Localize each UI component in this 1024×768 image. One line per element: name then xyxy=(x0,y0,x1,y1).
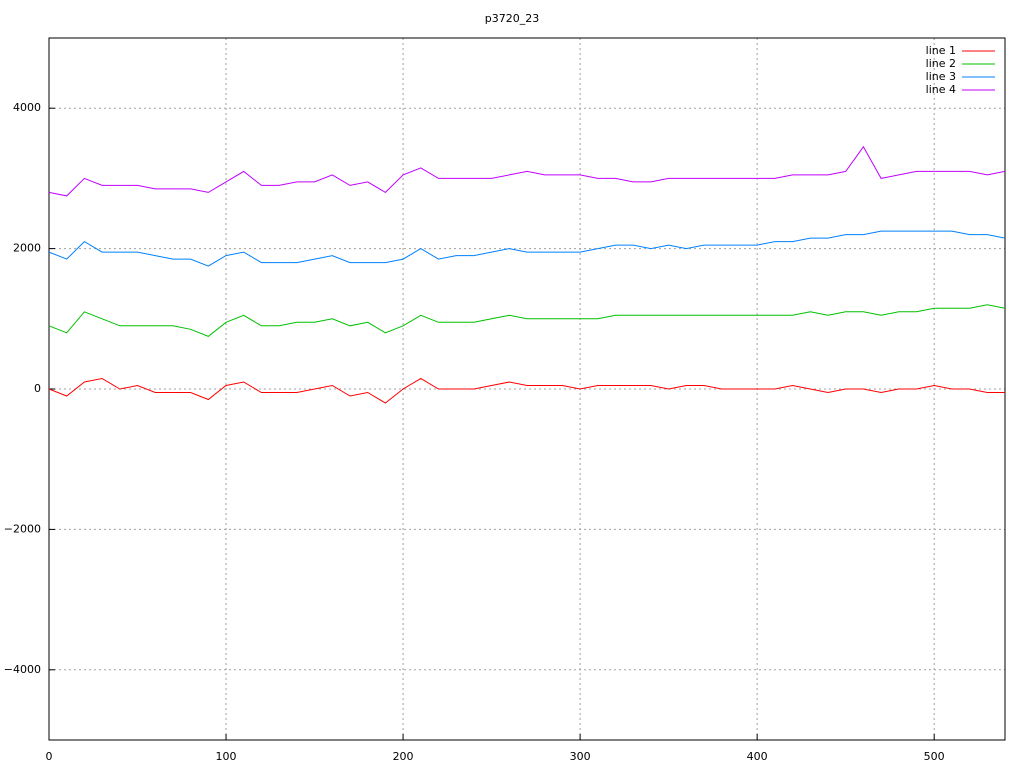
x-tick-label: 200 xyxy=(393,750,414,763)
x-tick-label: 500 xyxy=(924,750,945,763)
y-tick-label: 0 xyxy=(34,382,41,395)
x-tick-label: 300 xyxy=(570,750,591,763)
legend-label: line 3 xyxy=(926,70,956,83)
legend-label: line 2 xyxy=(926,57,956,70)
series-line xyxy=(48,230,1006,267)
y-tick-label: 4000 xyxy=(13,101,41,114)
chart-title: p3720_23 xyxy=(485,12,539,25)
x-tick-label: 100 xyxy=(216,750,237,763)
legend-label: line 1 xyxy=(926,44,956,57)
y-tick-label: 2000 xyxy=(13,242,41,255)
series-line xyxy=(48,145,1006,197)
series-line xyxy=(48,304,1006,337)
x-tick-label: 400 xyxy=(747,750,768,763)
x-tick-label: 0 xyxy=(46,750,53,763)
series-line xyxy=(48,377,1005,404)
y-tick-label: −2000 xyxy=(4,522,41,535)
y-tick-label: −4000 xyxy=(4,663,41,676)
legend-label: line 4 xyxy=(926,83,956,96)
